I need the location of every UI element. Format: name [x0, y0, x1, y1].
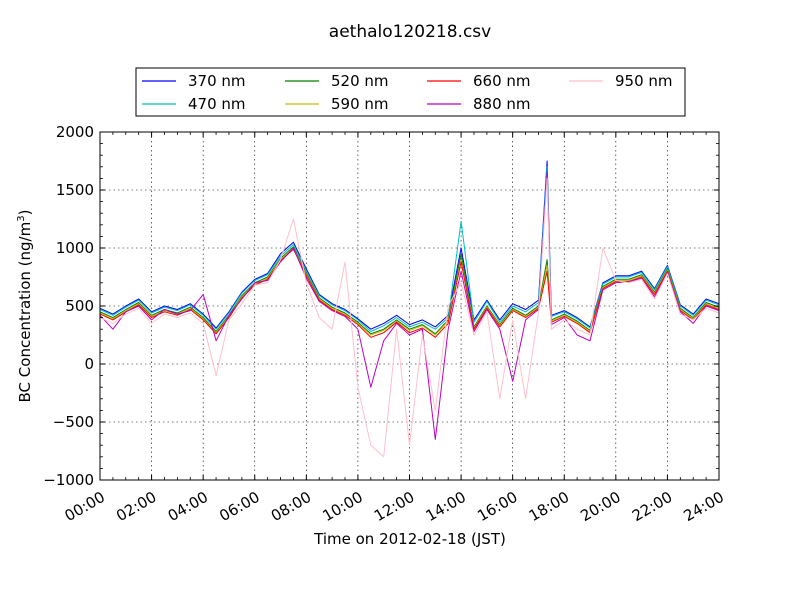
y-tick-label: 1000: [56, 239, 94, 257]
x-tick-label: 18:00: [526, 488, 572, 525]
x-tick-label: 08:00: [268, 488, 314, 525]
x-tick-label: 00:00: [62, 488, 108, 525]
x-tick-label: 02:00: [113, 488, 159, 525]
x-tick-label: 24:00: [681, 488, 727, 525]
series-layer: [99, 160, 720, 458]
axis-ticks: [99, 131, 720, 481]
x-tick-label: 16:00: [474, 488, 520, 525]
y-tick-label: −500: [53, 413, 94, 431]
legend-label: 520 nm: [331, 72, 389, 90]
x-axis-label: Time on 2012-02-18 (JST): [313, 530, 506, 548]
y-tick-label: 0: [84, 355, 94, 373]
series-line-520-nm: [99, 246, 720, 335]
y-axis-label-close: ): [16, 210, 34, 216]
x-tick-label: 04:00: [165, 488, 211, 525]
series-line-370-nm: [99, 160, 720, 330]
y-tick-label: −1000: [43, 471, 94, 489]
legend-label: 370 nm: [188, 72, 246, 90]
y-tick-labels: −1000 −500 0 500 1000 1500 2000: [43, 123, 94, 489]
series-line-590-nm: [99, 247, 720, 336]
y-tick-label: 1500: [56, 181, 94, 199]
y-axis-label-superscript: 3: [16, 215, 27, 221]
legend-label: 590 nm: [331, 95, 389, 113]
x-tick-label: 10:00: [319, 488, 365, 525]
legend-frame: [135, 67, 686, 117]
legend-label: 950 nm: [615, 72, 673, 90]
legend-label: 660 nm: [473, 72, 531, 90]
x-tick-label: 14:00: [423, 488, 469, 525]
x-tick-label: 12:00: [371, 488, 417, 525]
legend-label: 470 nm: [188, 95, 246, 113]
series-line-880-nm: [99, 172, 720, 440]
series-line-470-nm: [99, 166, 720, 332]
x-tick-label: 06:00: [216, 488, 262, 525]
legend-label: 880 nm: [473, 95, 531, 113]
x-tick-labels: 00:00 02:00 04:00 06:00 08:00 10:00 12:00 14:00…: [62, 488, 727, 525]
chart-legend: 370 nm 470 nm 520 nm 590 nm 660 nm 880 nm 950 …: [135, 67, 686, 117]
chart-title: aethalo120218.csv: [329, 22, 491, 42]
y-tick-label: 2000: [56, 123, 94, 141]
y-axis-label-main: BC Concentration (ng/m: [16, 222, 34, 403]
series-line-950-nm: [99, 177, 720, 458]
y-tick-label: 500: [65, 297, 94, 315]
x-tick-label: 22:00: [629, 488, 675, 525]
x-tick-label: 20:00: [577, 488, 623, 525]
y-axis-label: BC Concentration (ng/m3): [16, 210, 34, 403]
series-line-660-nm: [99, 248, 720, 338]
